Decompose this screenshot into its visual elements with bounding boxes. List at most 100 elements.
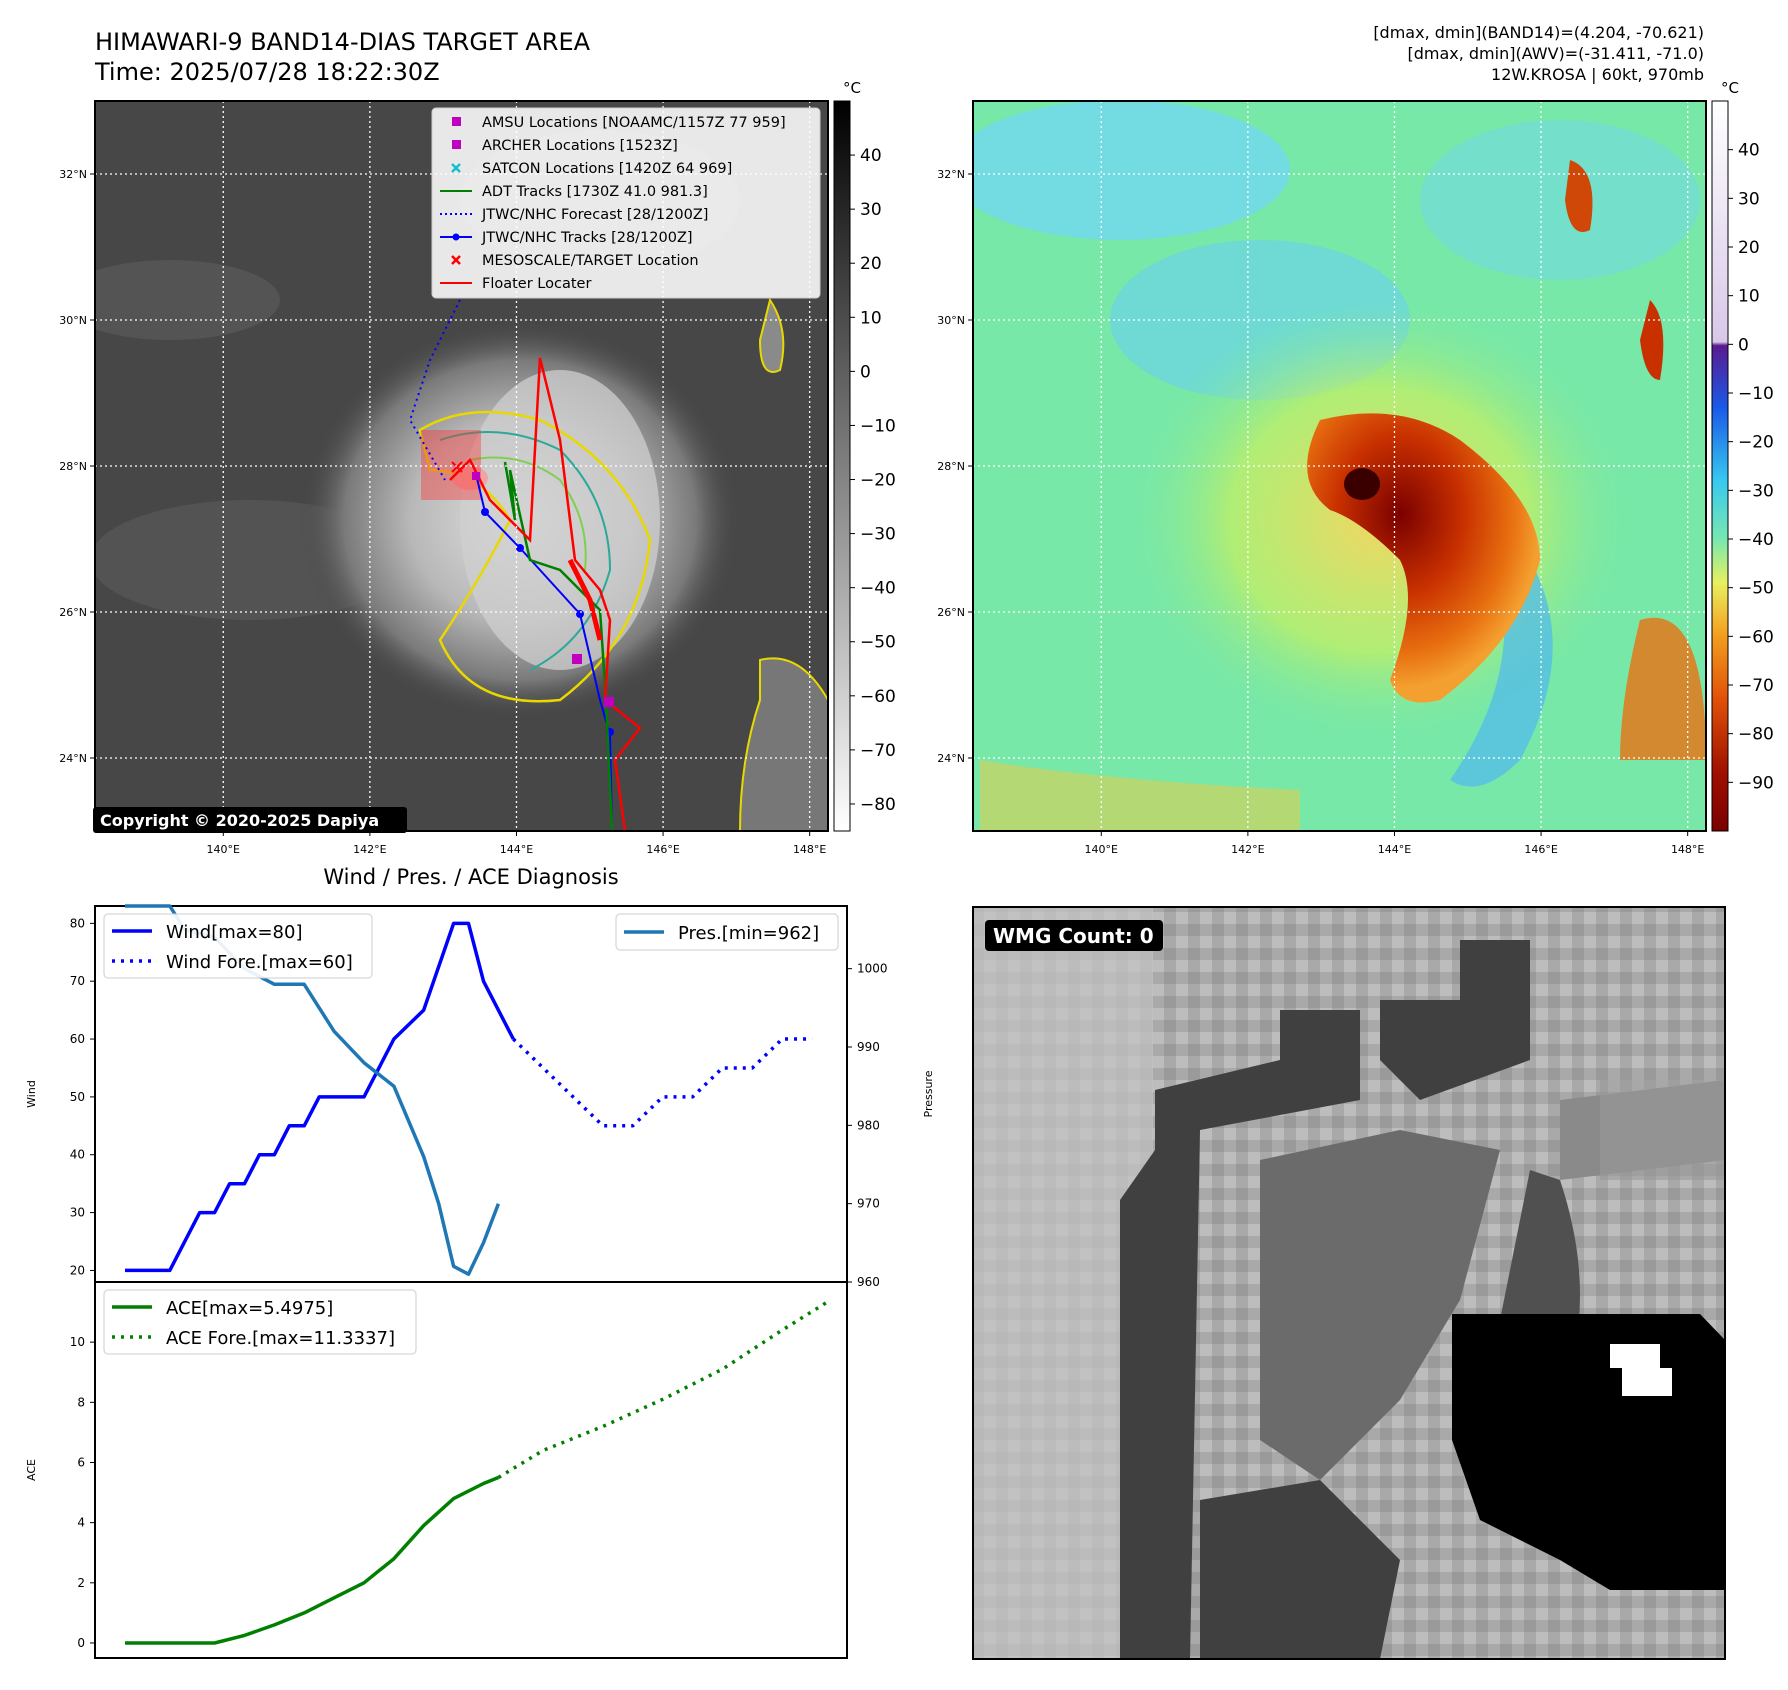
diagnosis-title: Wind / Pres. / ACE Diagnosis [323,865,618,889]
right-lat-label: 28°N [937,460,965,473]
left-lat-label: 30°N [59,314,87,327]
pressure-axis-label: Pressure [922,1070,935,1117]
ace-legend-label: ACE[max=5.4975] [166,1298,333,1319]
pressure-legend-label: Pres.[min=962] [678,923,819,944]
colorbar-tick-label: −50 [860,633,896,653]
right-lat-label: 32°N [937,168,965,181]
y2-tick-label: 960 [857,1275,880,1289]
wind-pressure-chart: 20 30 40 50 60 70 80 960 970 980 990 1000 Wind Pre… [25,904,935,1289]
wmg-count-label: WMG Count: 0 [993,924,1154,948]
y-tick-label: 6 [77,1455,85,1469]
colorbar-tick-label: −10 [860,416,896,436]
legend-item: SATCON Locations [1420Z 64 969] [451,161,732,177]
y-tick-label: 10 [70,1335,85,1349]
y-tick-label: 60 [70,1032,85,1046]
legend-label: Floater Locater [482,276,591,292]
right-lon-label: 148°E [1671,843,1704,856]
colorbar-tick-label: 30 [860,200,882,220]
pressure-legend: Pres.[min=962] [615,913,839,951]
y-tick-label: 0 [77,1636,85,1650]
right-lon-label: 146°E [1524,843,1557,856]
colorbar-tick-label: 0 [860,362,871,382]
left-lat-label: 26°N [59,606,87,619]
colorbar-tick-label: −70 [860,741,896,761]
y2-tick-label: 970 [857,1197,880,1211]
left-lon-ticks: 140°E 142°E 144°E 146°E 148°E [207,831,826,856]
stats-line-1: [dmax, dmin](BAND14)=(4.204, -70.621) [1373,23,1704,42]
wmg-frame [972,906,1726,1660]
color-colorbar-unit: °C [1721,79,1739,97]
ir-grayscale-map: 24°N 26°N 28°N 30°N 32°N 140°E 142°E 144°E 146°… [59,100,829,856]
copyright-text: Copyright © 2020-2025 Dapiya [100,811,379,830]
y2-tick-label: 990 [857,1040,880,1054]
colorbar-tick-label: −60 [860,687,896,707]
wind-axis-label: Wind [25,1080,38,1108]
legend-swatch [452,117,461,126]
stats-line-2: [dmax, dmin](AWV)=(-31.411, -71.0) [1407,44,1704,63]
legend-label: MESOSCALE/TARGET Location [482,253,699,269]
map-legend: AMSU Locations [NOAAMC/1157Z 77 959] ARCH… [431,107,821,299]
legend-item: MESOSCALE/TARGET Location [451,253,699,269]
wind-legend-label: Wind[max=80] [166,922,303,943]
colorbar-tick-label: 30 [1738,189,1760,209]
legend-item: AMSU Locations [NOAAMC/1157Z 77 959] [452,115,786,131]
y-tick-label: 80 [70,916,85,930]
right-lat-ticks: 24°N 26°N 28°N 30°N 32°N [937,168,973,765]
left-lon-label: 148°E [793,843,826,856]
right-lon-ticks: 140°E 142°E 144°E 146°E 148°E [1085,831,1704,856]
y-tick-label: 8 [77,1395,85,1409]
colorbar-tick-label: −40 [1738,530,1774,550]
figure-time: Time: 2025/07/28 18:22:30Z [94,58,440,86]
wind-legend: Wind[max=80] Wind Fore.[max=60] [103,913,373,979]
colorbar-tick-label: 10 [1738,287,1760,307]
colorbar-tick-label: −80 [860,795,896,815]
legend-label: ARCHER Locations [1523Z] [482,138,678,154]
y-tick-label: 30 [70,1206,85,1220]
left-lat-label: 28°N [59,460,87,473]
colorbar-tick-label: 40 [1738,141,1760,161]
y2-tick-label: 980 [857,1118,880,1132]
legend-item: JTWC/NHC Tracks [28/1200Z] [440,230,693,246]
legend-label: ADT Tracks [1730Z 41.0 981.3] [482,184,708,200]
legend-item: Floater Locater [440,276,591,292]
series-line-0 [125,921,515,1273]
colorbar-tick-label: −20 [1738,433,1774,453]
color-enhanced-map: 24°N 26°N 28°N 30°N 32°N 140°E 142°E 144°E 146°… [937,100,1707,856]
y2-tick-label: 1000 [857,962,888,976]
left-lon-label: 146°E [646,843,679,856]
wmg-panel: WMG Count: 0 [972,906,1726,1660]
ace-axis-label: ACE [25,1459,38,1481]
legend-label: JTWC/NHC Forecast [28/1200Z] [481,207,708,223]
left-lon-label: 140°E [207,843,240,856]
copyright-badge: Copyright © 2020-2025 Dapiya [93,807,407,833]
series-line-0 [125,1475,500,1645]
y-tick-label: 4 [77,1516,85,1530]
floater-locater [449,357,642,832]
legend-item: ARCHER Locations [1523Z] [452,138,678,154]
series-line-1 [497,1300,828,1479]
colorbar-tick-label: 0 [1738,335,1749,355]
y-tick-label: 50 [70,1090,85,1104]
colorbar-tick-label: 20 [1738,238,1760,258]
legend-label: JTWC/NHC Tracks [28/1200Z] [481,230,693,246]
right-lon-label: 142°E [1231,843,1264,856]
left-lat-label: 32°N [59,168,87,181]
legend-label: SATCON Locations [1420Z 64 969] [482,161,732,177]
y-tick-label: 40 [70,1148,85,1162]
colorbar-tick-label: 10 [860,308,882,328]
ace-legend: ACE[max=5.4975] ACE Fore.[max=11.3337] [103,1289,417,1355]
left-lon-label: 142°E [353,843,386,856]
colorbar-tick-label: −70 [1738,676,1774,696]
legend-label: AMSU Locations [NOAAMC/1157Z 77 959] [482,115,786,131]
colorbar-tick-label: −80 [1738,725,1774,745]
y-tick-label: 20 [70,1263,85,1277]
right-lon-label: 140°E [1085,843,1118,856]
wind-forecast-legend-label: Wind Fore.[max=60] [166,952,353,973]
y-tick-label: 70 [70,974,85,988]
amsu-archer-markers [472,472,614,707]
colorbar-tick-label: −40 [860,579,896,599]
left-lat-label: 24°N [59,752,87,765]
gray-colorbar: °C 40 30 20 10 0 −10 −20 −30 −40 −50 −60 −70 −80 [833,79,896,832]
legend-item: JTWC/NHC Forecast [28/1200Z] [440,207,708,223]
